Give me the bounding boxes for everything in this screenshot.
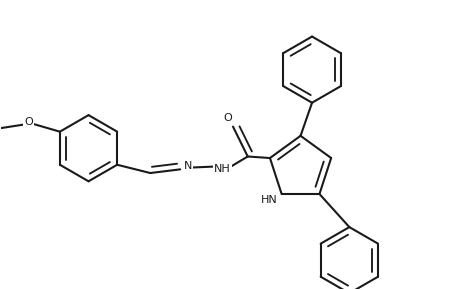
Text: HN: HN bbox=[261, 195, 277, 204]
Text: O: O bbox=[24, 117, 33, 128]
Text: NH: NH bbox=[214, 164, 231, 174]
Text: N: N bbox=[184, 161, 193, 171]
Text: O: O bbox=[223, 113, 232, 123]
